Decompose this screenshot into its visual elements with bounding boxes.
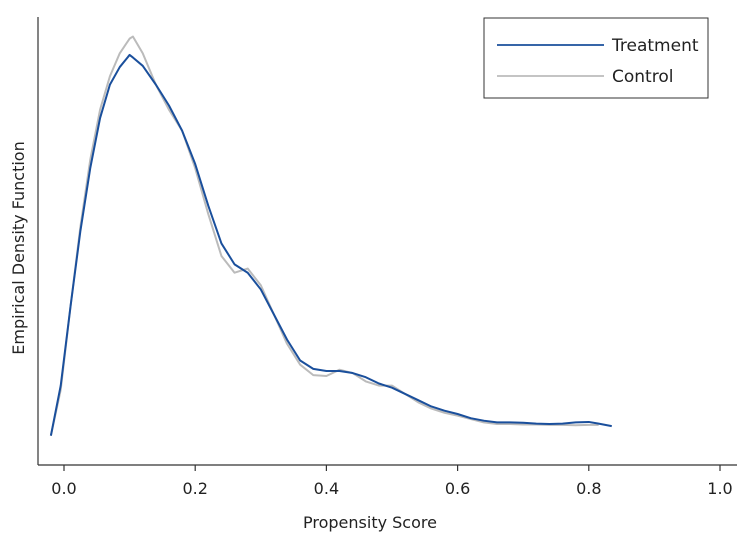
- axes: [37, 17, 737, 466]
- x-tick-label: 0.0: [51, 479, 76, 498]
- x-tick-label: 1.0: [707, 479, 732, 498]
- x-axis-label: Propensity Score: [303, 513, 437, 532]
- x-ticks: 0.0 0.2 0.4 0.6 0.8 1.0: [51, 465, 733, 498]
- x-tick-label: 0.4: [314, 479, 339, 498]
- x-tick-label: 0.2: [182, 479, 207, 498]
- series-lines: [49, 35, 612, 436]
- series-line-treatment: [49, 53, 612, 436]
- y-axis-label: Empirical Density Function: [9, 141, 28, 354]
- legend: Treatment Control: [483, 17, 709, 99]
- legend-label-treatment: Treatment: [611, 36, 699, 56]
- legend-box: [483, 17, 709, 99]
- legend-label-control: Control: [612, 67, 673, 87]
- series-line-control: [49, 35, 599, 436]
- x-tick-label: 0.6: [445, 479, 470, 498]
- x-tick-label: 0.8: [576, 479, 601, 498]
